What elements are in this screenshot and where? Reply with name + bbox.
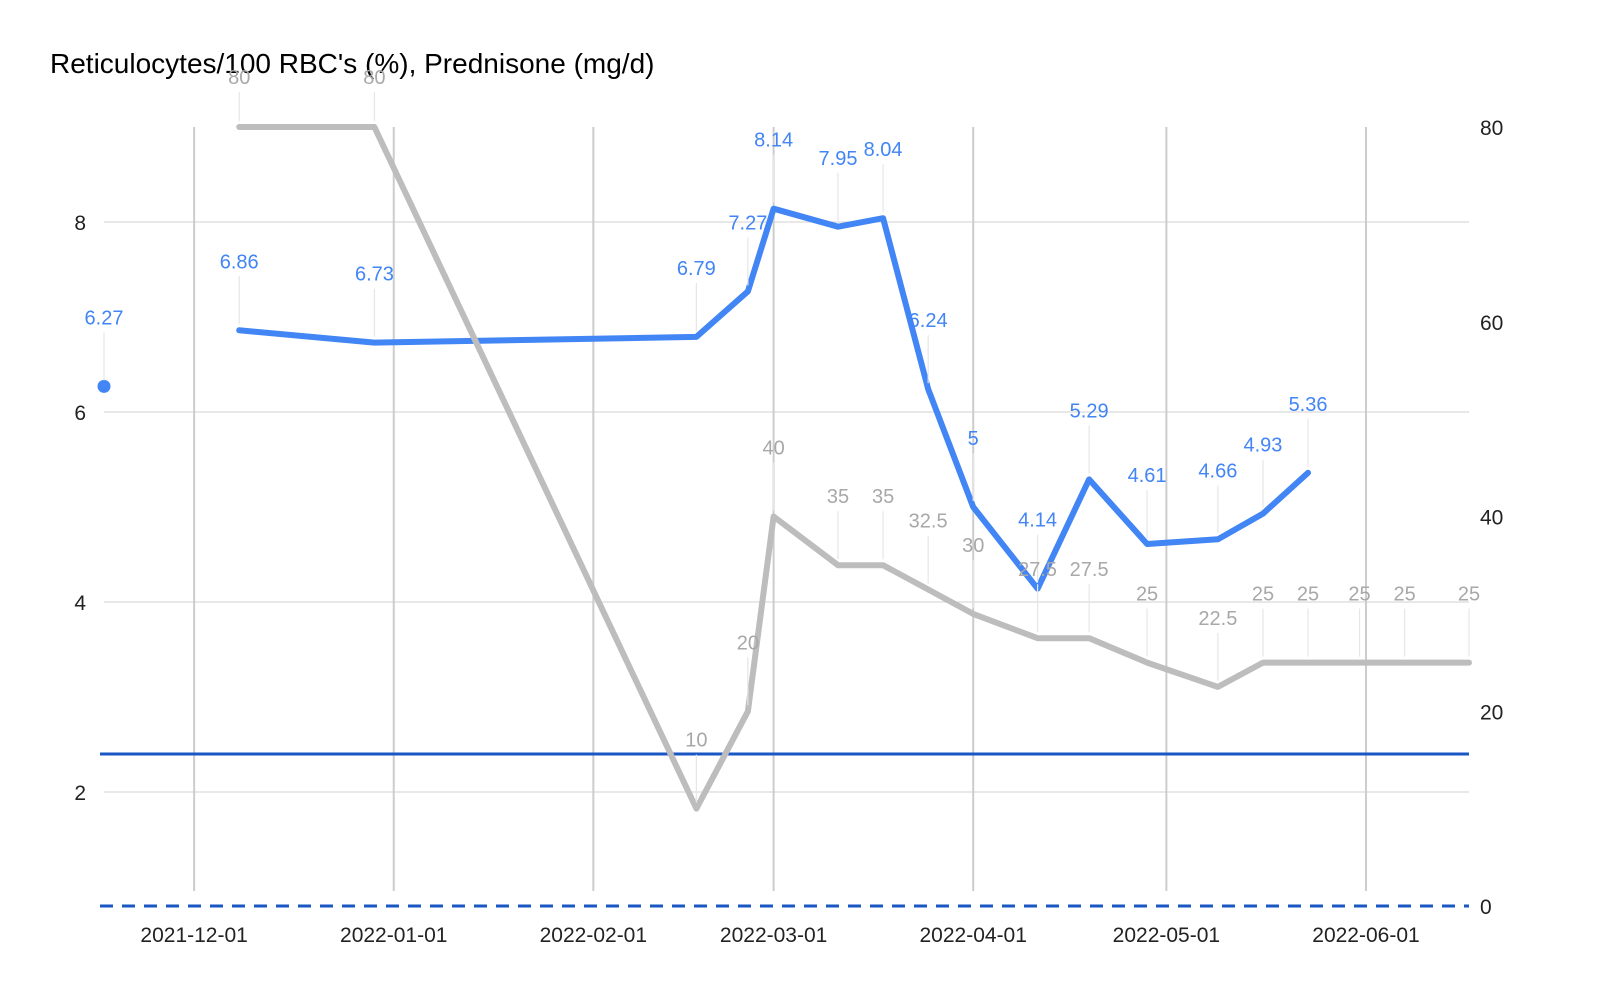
reticulocytes-data-label: 6.24 bbox=[909, 310, 948, 332]
reticulocytes-data-label: 6.79 bbox=[677, 258, 716, 280]
y-right-tick-label: 60 bbox=[1480, 312, 1503, 335]
y-left-tick-label: 2 bbox=[74, 782, 86, 805]
prednisone-data-label: 20 bbox=[737, 632, 759, 654]
prednisone-data-label: 35 bbox=[872, 486, 894, 508]
y-right-tick-label: 40 bbox=[1480, 507, 1503, 530]
y-right-tick-label: 20 bbox=[1480, 701, 1503, 724]
prednisone-data-label: 22.5 bbox=[1198, 608, 1237, 630]
reticulocytes-data-label: 6.73 bbox=[355, 264, 394, 286]
prednisone-data-label: 10 bbox=[685, 730, 707, 752]
data-labels: 6.27 6.86 6.73 6.79 7.27 8.14 7.95 8.04 6.24 5 4.1… bbox=[85, 67, 1480, 803]
prednisone-data-label: 25 bbox=[1252, 584, 1274, 606]
x-tick-label: 2022-04-01 bbox=[920, 924, 1027, 947]
gridlines bbox=[104, 127, 1469, 891]
reticulocytes-data-label: 7.95 bbox=[819, 148, 858, 170]
prednisone-data-label: 25 bbox=[1136, 584, 1158, 606]
reticulocytes-data-label: 6.86 bbox=[220, 251, 259, 273]
prednisone-data-label: 25 bbox=[1297, 584, 1319, 606]
x-tick-label: 2022-02-01 bbox=[540, 924, 647, 947]
x-tick-label: 2022-03-01 bbox=[720, 924, 827, 947]
prednisone-data-label: 25 bbox=[1348, 584, 1370, 606]
reticulocytes-data-label: 4.66 bbox=[1198, 460, 1237, 482]
prednisone-data-label: 32.5 bbox=[909, 511, 948, 533]
reference-lines bbox=[100, 752, 1469, 908]
prednisone-data-label: 80 bbox=[228, 67, 250, 89]
y-left-tick-label: 6 bbox=[74, 402, 86, 425]
reticulocytes-data-label: 4.93 bbox=[1243, 435, 1282, 457]
reticulocytes-point bbox=[97, 379, 111, 393]
reticulocytes-data-label: 5.29 bbox=[1070, 400, 1109, 422]
x-tick-label: 2022-05-01 bbox=[1113, 924, 1220, 947]
y-left-tick-label: 8 bbox=[74, 212, 86, 235]
prednisone-data-label: 27.5 bbox=[1070, 559, 1109, 581]
series-lines bbox=[97, 124, 1472, 812]
prednisone-data-label: 30 bbox=[962, 535, 984, 557]
y-right-tick-label: 0 bbox=[1480, 896, 1492, 919]
reticulocytes-line bbox=[236, 205, 1311, 592]
reticulocytes-data-label: 6.27 bbox=[85, 307, 124, 329]
reticulocytes-data-label: 5 bbox=[968, 428, 979, 450]
reticulocytes-data-label: 4.61 bbox=[1128, 465, 1167, 487]
prednisone-data-label: 27.5 bbox=[1018, 559, 1057, 581]
prednisone-data-label: 35 bbox=[827, 486, 849, 508]
x-tick-label: 2022-01-01 bbox=[340, 924, 447, 947]
prednisone-data-label: 25 bbox=[1458, 584, 1480, 606]
reticulocytes-data-label: 7.27 bbox=[728, 212, 767, 234]
x-tick-label: 2021-12-01 bbox=[140, 924, 247, 947]
reticulocytes-data-label: 4.14 bbox=[1018, 510, 1057, 532]
prednisone-line bbox=[236, 124, 1472, 812]
reticulocytes-data-label: 8.04 bbox=[864, 139, 903, 161]
chart-title: Reticulocytes/100 RBC's (%), Prednisone … bbox=[50, 48, 655, 79]
prednisone-data-label: 40 bbox=[762, 438, 784, 460]
prednisone-data-label: 80 bbox=[363, 67, 385, 89]
y-right-tick-label: 80 bbox=[1480, 117, 1503, 140]
y-left-tick-label: 4 bbox=[74, 592, 86, 615]
reticulocytes-data-label: 5.36 bbox=[1289, 394, 1328, 416]
x-tick-label: 2022-06-01 bbox=[1312, 924, 1419, 947]
reticulocytes-data-label: 8.14 bbox=[754, 130, 793, 152]
prednisone-data-label: 25 bbox=[1393, 584, 1415, 606]
